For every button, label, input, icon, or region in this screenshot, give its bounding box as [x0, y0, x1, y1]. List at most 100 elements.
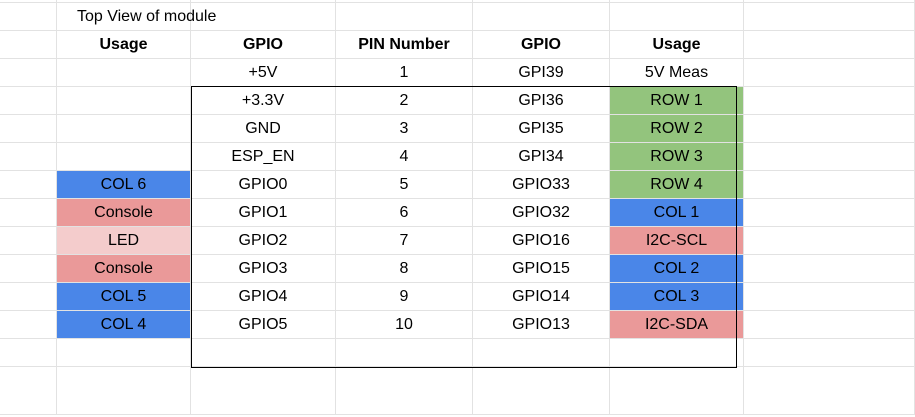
left-usage-cell[interactable] [57, 87, 191, 115]
gpio-left-cell[interactable]: GPIO5 [191, 311, 336, 339]
gpio-right-cell[interactable]: GPIO32 [473, 199, 610, 227]
cell-empty[interactable] [336, 367, 473, 415]
left-usage-cell[interactable]: LED [57, 227, 191, 255]
cell-empty[interactable] [610, 367, 744, 415]
cell-empty[interactable] [473, 367, 610, 415]
gpio-right-cell[interactable]: GPIO13 [473, 311, 610, 339]
cell-empty[interactable] [57, 367, 191, 415]
cell-empty[interactable] [744, 59, 915, 87]
gpio-right-cell[interactable]: GPIO15 [473, 255, 610, 283]
cell-empty[interactable] [0, 227, 57, 255]
gpio-left-cell[interactable]: GPIO0 [191, 171, 336, 199]
right-usage-cell[interactable]: ROW 1 [610, 87, 744, 115]
right-usage-cell[interactable]: I2C-SCL [610, 227, 744, 255]
gpio-right-cell[interactable]: GPI34 [473, 143, 610, 171]
cell-empty[interactable] [744, 339, 915, 367]
gpio-right-cell[interactable]: GPIO33 [473, 171, 610, 199]
cell-empty[interactable] [744, 255, 915, 283]
cell-empty[interactable] [191, 367, 336, 415]
pin-number-cell[interactable]: 9 [336, 283, 473, 311]
cell-empty[interactable] [0, 59, 57, 87]
header-gpio-right[interactable]: GPIO [473, 31, 610, 59]
cell-empty[interactable] [473, 339, 610, 367]
right-usage-cell[interactable]: ROW 3 [610, 143, 744, 171]
left-usage-cell[interactable]: COL 6 [57, 171, 191, 199]
cell-empty[interactable] [0, 31, 57, 59]
gpio-left-cell[interactable]: GPIO1 [191, 199, 336, 227]
cell-empty[interactable] [0, 339, 57, 367]
cell-empty[interactable] [744, 115, 915, 143]
header-usage-right[interactable]: Usage [610, 31, 744, 59]
left-usage-cell[interactable]: COL 4 [57, 311, 191, 339]
right-usage-cell[interactable]: COL 1 [610, 199, 744, 227]
cell-empty[interactable] [610, 339, 744, 367]
cell-empty[interactable] [610, 0, 744, 3]
gpio-left-cell[interactable]: GND [191, 115, 336, 143]
pin-number-cell[interactable]: 7 [336, 227, 473, 255]
pin-number-cell[interactable]: 2 [336, 87, 473, 115]
pin-number-cell[interactable]: 6 [336, 199, 473, 227]
top-view-label[interactable]: Top View of module [57, 3, 216, 31]
cell-empty[interactable] [0, 311, 57, 339]
cell-empty[interactable] [0, 255, 57, 283]
cell-empty[interactable] [0, 367, 57, 415]
right-usage-cell[interactable]: COL 3 [610, 283, 744, 311]
cell-empty[interactable] [336, 339, 473, 367]
cell-empty[interactable] [191, 3, 336, 31]
left-usage-cell[interactable]: COL 5 [57, 283, 191, 311]
right-usage-cell[interactable]: ROW 2 [610, 115, 744, 143]
cell-empty[interactable] [473, 0, 610, 3]
cell-empty[interactable] [744, 171, 915, 199]
pin-number-cell[interactable]: 1 [336, 59, 473, 87]
gpio-left-cell[interactable]: +3.3V [191, 87, 336, 115]
gpio-right-cell[interactable]: GPIO14 [473, 283, 610, 311]
left-usage-cell[interactable]: Console [57, 255, 191, 283]
cell-empty[interactable] [610, 3, 744, 31]
gpio-left-cell[interactable]: GPIO4 [191, 283, 336, 311]
cell-empty[interactable] [0, 115, 57, 143]
cell-empty[interactable] [744, 367, 915, 415]
gpio-right-cell[interactable]: GPIO16 [473, 227, 610, 255]
cell-empty[interactable] [744, 227, 915, 255]
cell-empty[interactable] [57, 0, 191, 3]
cell-empty[interactable] [0, 3, 57, 31]
right-usage-cell[interactable]: 5V Meas [610, 59, 744, 87]
gpio-right-cell[interactable]: GPI35 [473, 115, 610, 143]
gpio-left-cell[interactable]: ESP_EN [191, 143, 336, 171]
left-usage-cell[interactable] [57, 59, 191, 87]
cell-empty[interactable] [57, 339, 191, 367]
cell-empty[interactable] [744, 311, 915, 339]
header-gpio-left[interactable]: GPIO [191, 31, 336, 59]
cell-empty[interactable] [473, 3, 610, 31]
left-usage-cell[interactable] [57, 143, 191, 171]
cell-empty[interactable] [191, 339, 336, 367]
right-usage-cell[interactable]: COL 2 [610, 255, 744, 283]
gpio-left-cell[interactable]: GPIO2 [191, 227, 336, 255]
cell-empty[interactable] [336, 3, 473, 31]
pin-number-cell[interactable]: 8 [336, 255, 473, 283]
pin-number-cell[interactable]: 10 [336, 311, 473, 339]
cell-empty[interactable] [0, 143, 57, 171]
cell-empty[interactable] [0, 87, 57, 115]
cell-empty[interactable] [336, 0, 473, 3]
header-pin-number[interactable]: PIN Number [336, 31, 473, 59]
cell-empty[interactable] [744, 31, 915, 59]
right-usage-cell[interactable]: ROW 4 [610, 171, 744, 199]
cell-empty[interactable] [744, 143, 915, 171]
cell-empty[interactable] [0, 283, 57, 311]
cell-empty[interactable] [0, 199, 57, 227]
gpio-left-cell[interactable]: GPIO3 [191, 255, 336, 283]
cell-empty[interactable] [191, 0, 336, 3]
cell-empty[interactable] [744, 3, 915, 31]
cell-empty[interactable] [744, 87, 915, 115]
cell-empty[interactable] [0, 0, 57, 3]
pin-number-cell[interactable]: 4 [336, 143, 473, 171]
right-usage-cell[interactable]: I2C-SDA [610, 311, 744, 339]
left-usage-cell[interactable]: Console [57, 199, 191, 227]
pin-number-cell[interactable]: 5 [336, 171, 473, 199]
header-usage-left[interactable]: Usage [57, 31, 191, 59]
cell-empty[interactable] [744, 199, 915, 227]
gpio-left-cell[interactable]: +5V [191, 59, 336, 87]
pin-number-cell[interactable]: 3 [336, 115, 473, 143]
left-usage-cell[interactable] [57, 115, 191, 143]
